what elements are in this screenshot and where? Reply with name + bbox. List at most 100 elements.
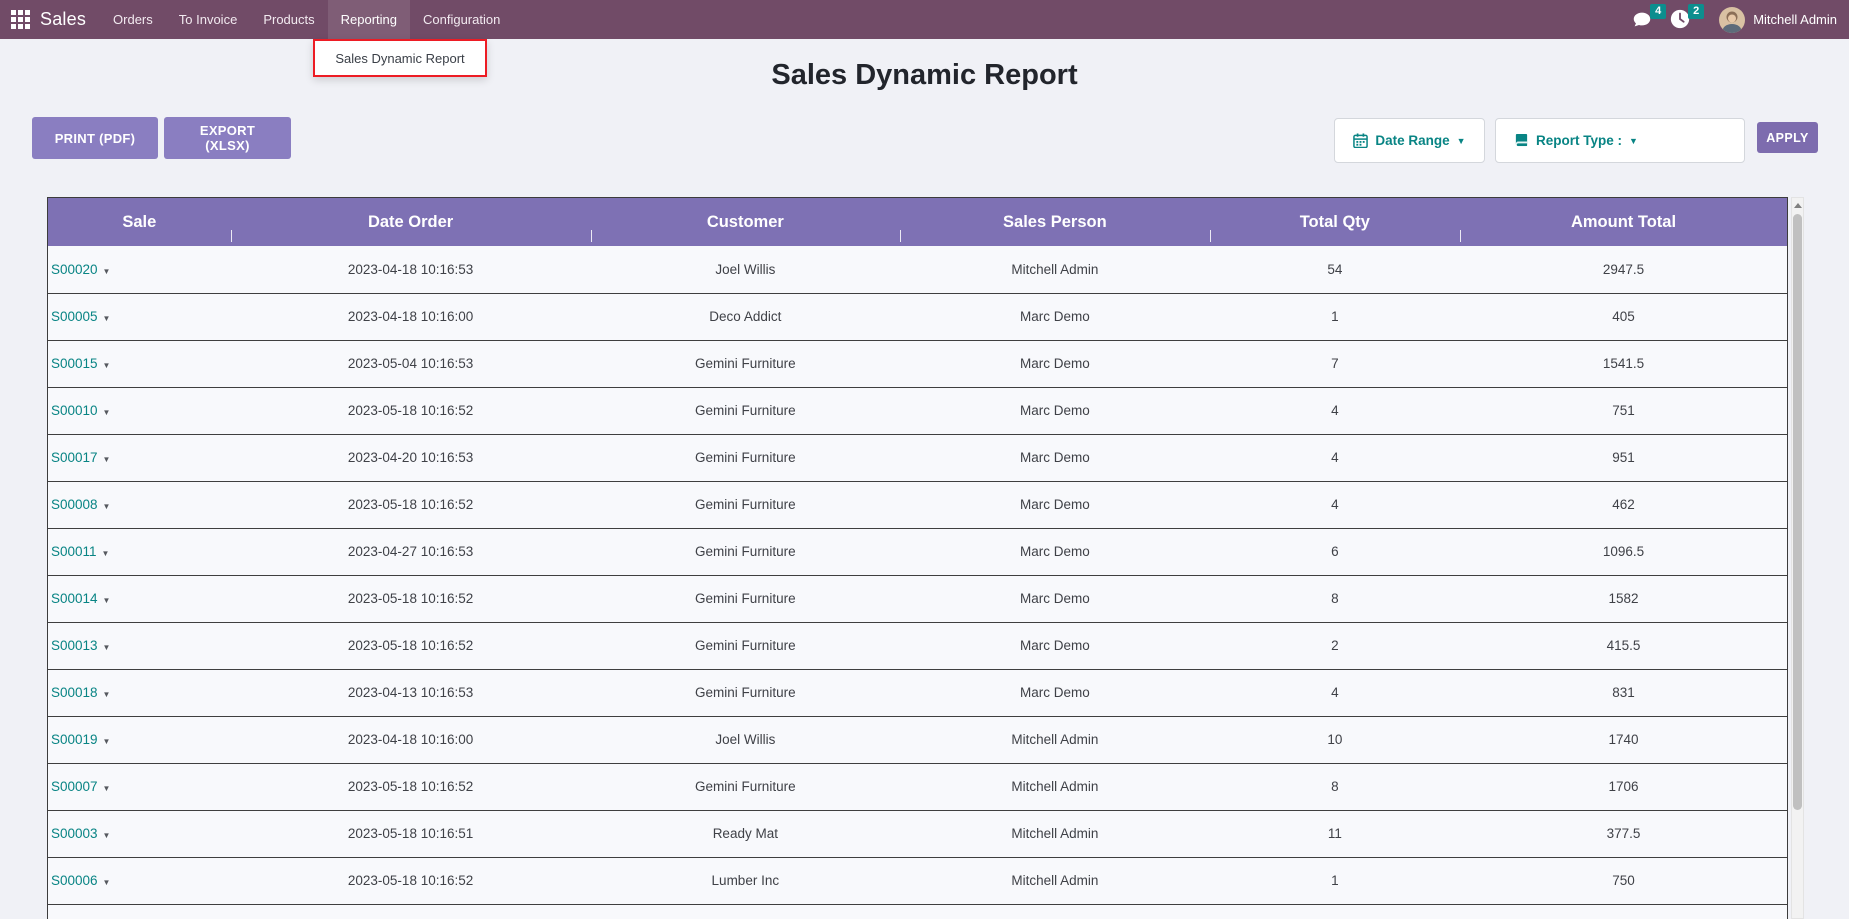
cell-amount: 1096.5 (1460, 528, 1787, 576)
apps-grid-icon[interactable] (11, 10, 30, 29)
cell-sale: S00020 ▼ (48, 246, 231, 294)
cell-customer: Gemini Furniture (590, 340, 901, 388)
apply-button[interactable]: APPLY (1757, 122, 1818, 153)
table-row: S00006 ▼ 2023-05-18 10:16:52 Lumber Inc Mitc… (48, 857, 1787, 905)
cell-qty: 7 (1209, 340, 1461, 388)
cell-customer: Gemini Furniture (590, 481, 901, 529)
cell-qty: 1 (1209, 293, 1461, 341)
sale-order-link[interactable]: S00010 (51, 403, 98, 418)
cell-date: 2023-04-20 10:16:53 (230, 434, 591, 482)
sale-order-link[interactable]: S00015 (51, 356, 98, 371)
nav-item-reporting[interactable]: Reporting (327, 0, 410, 39)
sale-order-link[interactable]: S00018 (51, 685, 98, 700)
messages-button[interactable]: 4 (1631, 3, 1667, 32)
cell-date: 2023-05-18 10:16:52 (230, 387, 591, 435)
print-pdf-button[interactable]: PRINT (PDF) (32, 117, 158, 159)
caret-down-icon[interactable]: ▼ (102, 408, 111, 417)
table-row: S00020 ▼ 2023-04-18 10:16:53 Joel Willis Mit… (48, 246, 1787, 294)
caret-down-icon[interactable]: ▼ (102, 737, 111, 746)
sale-order-link[interactable]: S00008 (51, 497, 98, 512)
cell-sale: S00007 ▼ (48, 763, 231, 811)
nav-item-orders[interactable]: Orders (113, 12, 153, 27)
caret-down-icon[interactable]: ▼ (102, 361, 111, 370)
column-header-amount-total[interactable]: Amount Total (1460, 198, 1787, 246)
sale-order-link[interactable]: S00005 (51, 309, 98, 324)
app-name[interactable]: Sales (40, 9, 87, 29)
cell-qty: 2 (1209, 622, 1461, 670)
cell-salesperson: Marc Demo (900, 481, 1210, 529)
column-header-date-order[interactable]: Date Order (230, 198, 591, 246)
sale-order-link[interactable]: S00020 (51, 261, 98, 277)
cell-sale: S00005 ▼ (48, 293, 231, 341)
cell-qty: 4 (1209, 481, 1461, 529)
cell-amount: 2947.5 (1460, 246, 1787, 294)
column-header-customer[interactable]: Customer (590, 198, 901, 246)
export-xlsx-button[interactable]: EXPORT (XLSX) (164, 117, 291, 159)
cell-date: 2023-05-18 10:16:52 (230, 622, 591, 670)
cell-sale: S00013 ▼ (48, 622, 231, 670)
table-body: S00020 ▼ 2023-04-18 10:16:53 Joel Willis Mit… (48, 246, 1787, 905)
scrollbar-thumb[interactable] (1793, 214, 1802, 810)
caret-down-icon[interactable]: ▼ (102, 784, 111, 793)
sale-order-link[interactable]: S00014 (51, 591, 98, 606)
table-row: S00019 ▼ 2023-04-18 10:16:00 Joel Willis Mit… (48, 716, 1787, 764)
cell-qty: 8 (1209, 575, 1461, 623)
caret-down-icon[interactable]: ▼ (102, 314, 111, 323)
cell-customer: Joel Willis (590, 716, 901, 764)
date-range-dropdown[interactable]: Date Range ▼ (1334, 118, 1485, 163)
cell-salesperson: Marc Demo (900, 669, 1210, 717)
sale-order-link[interactable]: S00007 (51, 779, 98, 794)
activities-button[interactable]: 2 (1669, 3, 1705, 32)
cell-customer: Gemini Furniture (590, 575, 901, 623)
sale-order-link[interactable]: S00003 (51, 826, 98, 841)
menu-item-sales-dynamic-report[interactable]: Sales Dynamic Report (313, 39, 487, 77)
cell-salesperson: Mitchell Admin (900, 763, 1210, 811)
sale-order-link[interactable]: S00013 (51, 638, 98, 653)
table-row: S00011 ▼ 2023-04-27 10:16:53 Gemini Furnitu… (48, 528, 1787, 576)
vertical-scrollbar[interactable] (1791, 197, 1804, 919)
cell-sale: S00017 ▼ (48, 434, 231, 482)
activities-badge: 2 (1688, 3, 1705, 19)
column-header-sale[interactable]: Sale (48, 198, 231, 246)
caret-down-icon[interactable]: ▼ (102, 690, 111, 699)
caret-down-icon[interactable]: ▼ (102, 266, 111, 276)
nav-item-products[interactable]: Products (263, 12, 315, 27)
sale-order-link[interactable]: S00011 (51, 544, 97, 559)
column-header-sales-person[interactable]: Sales Person (900, 198, 1210, 246)
cell-qty: 54 (1209, 246, 1461, 294)
cell-sale: S00019 ▼ (48, 716, 231, 764)
sale-order-link[interactable]: S00006 (51, 873, 98, 888)
user-avatar[interactable] (1719, 6, 1746, 33)
caret-down-icon[interactable]: ▼ (102, 878, 111, 887)
caret-down-icon[interactable]: ▼ (102, 643, 111, 652)
cell-customer: Gemini Furniture (590, 528, 901, 576)
caret-down-icon[interactable]: ▼ (102, 455, 111, 464)
cell-salesperson: Mitchell Admin (900, 716, 1210, 764)
cell-sale: S00018 ▼ (48, 669, 231, 717)
avatar-image (1719, 6, 1746, 33)
cell-amount: 751 (1460, 387, 1787, 435)
user-menu[interactable]: Mitchell Admin (1753, 12, 1837, 27)
caret-down-icon[interactable]: ▼ (102, 831, 111, 840)
cell-amount: 1582 (1460, 575, 1787, 623)
cell-customer: Gemini Furniture (590, 434, 901, 482)
cell-date: 2023-04-18 10:16:00 (230, 716, 591, 764)
nav-item-to-invoice[interactable]: To Invoice (178, 12, 238, 27)
sale-order-link[interactable]: S00019 (51, 732, 98, 747)
caret-down-icon[interactable]: ▼ (102, 596, 111, 605)
cell-qty: 11 (1209, 810, 1461, 858)
caret-down-icon[interactable]: ▼ (102, 502, 111, 511)
cell-salesperson: Marc Demo (900, 293, 1210, 341)
cell-date: 2023-05-18 10:16:52 (230, 763, 591, 811)
sale-order-link[interactable]: S00017 (51, 450, 98, 465)
column-header-total-qty[interactable]: Total Qty (1209, 198, 1461, 246)
nav-item-configuration[interactable]: Configuration (423, 12, 501, 27)
clock-icon (1671, 9, 1690, 28)
cell-amount: 951 (1460, 434, 1787, 482)
caret-down-icon: ▼ (1456, 135, 1466, 146)
caret-down-icon[interactable]: ▼ (101, 549, 110, 558)
cell-salesperson: Marc Demo (900, 340, 1210, 388)
cell-qty: 4 (1209, 434, 1461, 482)
scroll-up-arrow-icon[interactable] (1794, 203, 1802, 208)
report-type-dropdown[interactable]: Report Type : ▼ (1495, 118, 1745, 163)
